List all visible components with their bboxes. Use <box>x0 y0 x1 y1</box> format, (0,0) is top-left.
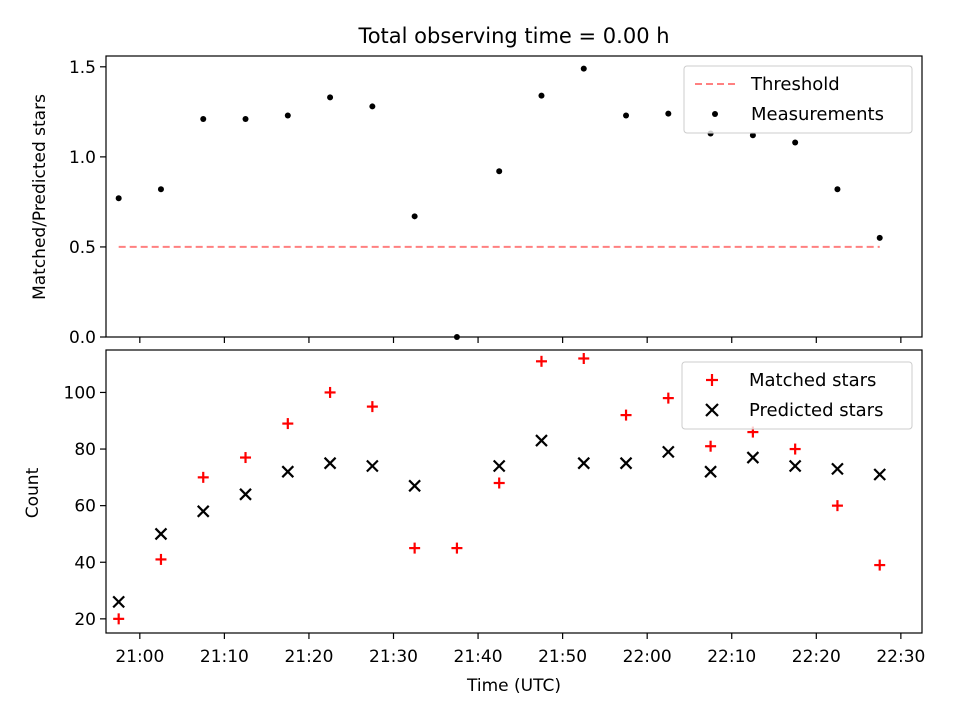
ratio-y-axis-label: Matched/Predicted stars <box>30 94 50 300</box>
legend-predicted-marker <box>705 403 719 417</box>
x-tick-label: 22:30 <box>876 647 925 667</box>
measurement-point <box>876 234 883 241</box>
matched-star-point <box>409 542 421 554</box>
count-x-ticks: 21:00 21:10 21:20 21:30 21:40 21:50 22:00 22:10… <box>115 633 925 667</box>
ratio-x-ticks <box>139 337 902 343</box>
count-legend: Matched stars Predicted stars <box>681 361 913 430</box>
predicted-star-point <box>873 468 886 481</box>
measurement-point <box>411 213 418 220</box>
measurement-point <box>580 65 587 72</box>
measurement-point <box>369 103 376 110</box>
count-y-tick-label: 80 <box>74 440 96 460</box>
matched-star-point <box>451 542 463 554</box>
matched-star-point <box>113 613 125 625</box>
matched-star-point <box>366 401 378 413</box>
ratio-panel: Total observing time = 0.00 h 0.0 0.5 1.0 1… <box>30 24 923 348</box>
predicted-star-point <box>196 505 210 518</box>
count-y-axis-label: Count <box>23 467 43 518</box>
x-tick-label: 21:00 <box>115 647 164 667</box>
count-y-tick-label: 20 <box>74 610 96 630</box>
measurement-point <box>834 186 841 193</box>
ratio-legend-box <box>683 65 913 134</box>
ratio-y-tick-label: 0.0 <box>69 328 96 348</box>
measurement-point <box>327 94 334 101</box>
chart-title: Total observing time = 0.00 h <box>357 24 669 48</box>
ratio-axes-frame <box>105 55 923 338</box>
ratio-series <box>115 65 883 340</box>
predicted-star-point <box>281 465 295 478</box>
count-legend-box <box>681 361 913 430</box>
count-axes-frame <box>105 349 923 634</box>
predicted-star-point <box>112 595 125 609</box>
ratio-y-ticks: 0.0 0.5 1.0 1.5 <box>69 58 106 348</box>
legend-measurements-marker <box>712 111 718 117</box>
matched-star-point <box>662 392 674 404</box>
predicted-star-point <box>239 488 252 501</box>
legend-measurements-label: Measurements <box>751 104 884 125</box>
measurement-point <box>623 112 630 119</box>
predicted-star-point <box>662 445 675 459</box>
measurement-point <box>115 195 122 202</box>
legend-matched-label: Matched stars <box>749 370 876 391</box>
predicted-star-point <box>154 527 168 541</box>
matched-star-point <box>789 443 801 455</box>
matched-star-point <box>493 477 505 489</box>
matched-star-point <box>197 471 209 483</box>
legend-predicted-label: Predicted stars <box>749 400 883 421</box>
x-axis-label: Time (UTC) <box>466 676 561 696</box>
predicted-star-point <box>788 459 802 473</box>
x-tick-label: 21:20 <box>284 647 333 667</box>
count-y-tick-label: 100 <box>64 383 96 403</box>
matched-star-point <box>282 418 294 430</box>
matched-star-point <box>240 452 252 464</box>
predicted-star-point <box>831 462 844 476</box>
matched-star-point <box>578 352 590 364</box>
count-y-tick-label: 40 <box>74 553 96 573</box>
x-tick-label: 21:30 <box>369 647 418 667</box>
measurement-point <box>792 139 799 146</box>
x-tick-label: 22:00 <box>623 647 672 667</box>
predicted-star-point <box>323 456 337 470</box>
x-tick-label: 22:20 <box>792 647 841 667</box>
predicted-star-point <box>619 456 633 470</box>
measurement-point <box>284 112 291 119</box>
count-y-ticks: 20 40 60 80 100 <box>64 383 106 630</box>
legend-matched-marker <box>706 374 718 386</box>
measurement-point <box>157 186 164 193</box>
predicted-star-point <box>408 479 421 493</box>
predicted-star-point <box>366 459 379 473</box>
matched-star-point <box>705 440 717 452</box>
predicted-star-point <box>492 459 506 473</box>
ratio-y-tick-label: 1.0 <box>69 148 96 168</box>
measurement-point <box>200 116 207 123</box>
matched-star-point <box>620 409 632 421</box>
predicted-star-point <box>535 434 548 447</box>
x-tick-label: 22:10 <box>707 647 756 667</box>
x-tick-label: 21:40 <box>454 647 503 667</box>
predicted-star-point <box>704 465 717 478</box>
ratio-legend: Threshold Measurements <box>683 65 913 134</box>
count-series <box>112 352 886 625</box>
matched-star-point <box>831 500 843 512</box>
matched-star-point <box>155 553 167 565</box>
x-tick-label: 21:10 <box>200 647 249 667</box>
predicted-star-point <box>746 451 760 464</box>
legend-threshold-label: Threshold <box>750 74 840 95</box>
measurement-point <box>665 110 672 117</box>
measurement-point <box>496 168 503 175</box>
measurement-point <box>538 92 545 99</box>
count-y-tick-label: 60 <box>74 497 96 517</box>
x-tick-label: 21:50 <box>538 647 587 667</box>
measurement-point <box>242 116 249 123</box>
ratio-y-tick-label: 1.5 <box>69 58 96 78</box>
measurement-point <box>749 132 756 139</box>
matched-star-point <box>324 386 336 398</box>
matched-star-point <box>535 355 547 367</box>
ratio-y-tick-label: 0.5 <box>69 238 96 258</box>
predicted-star-point <box>577 456 591 470</box>
matched-star-point <box>874 559 886 571</box>
